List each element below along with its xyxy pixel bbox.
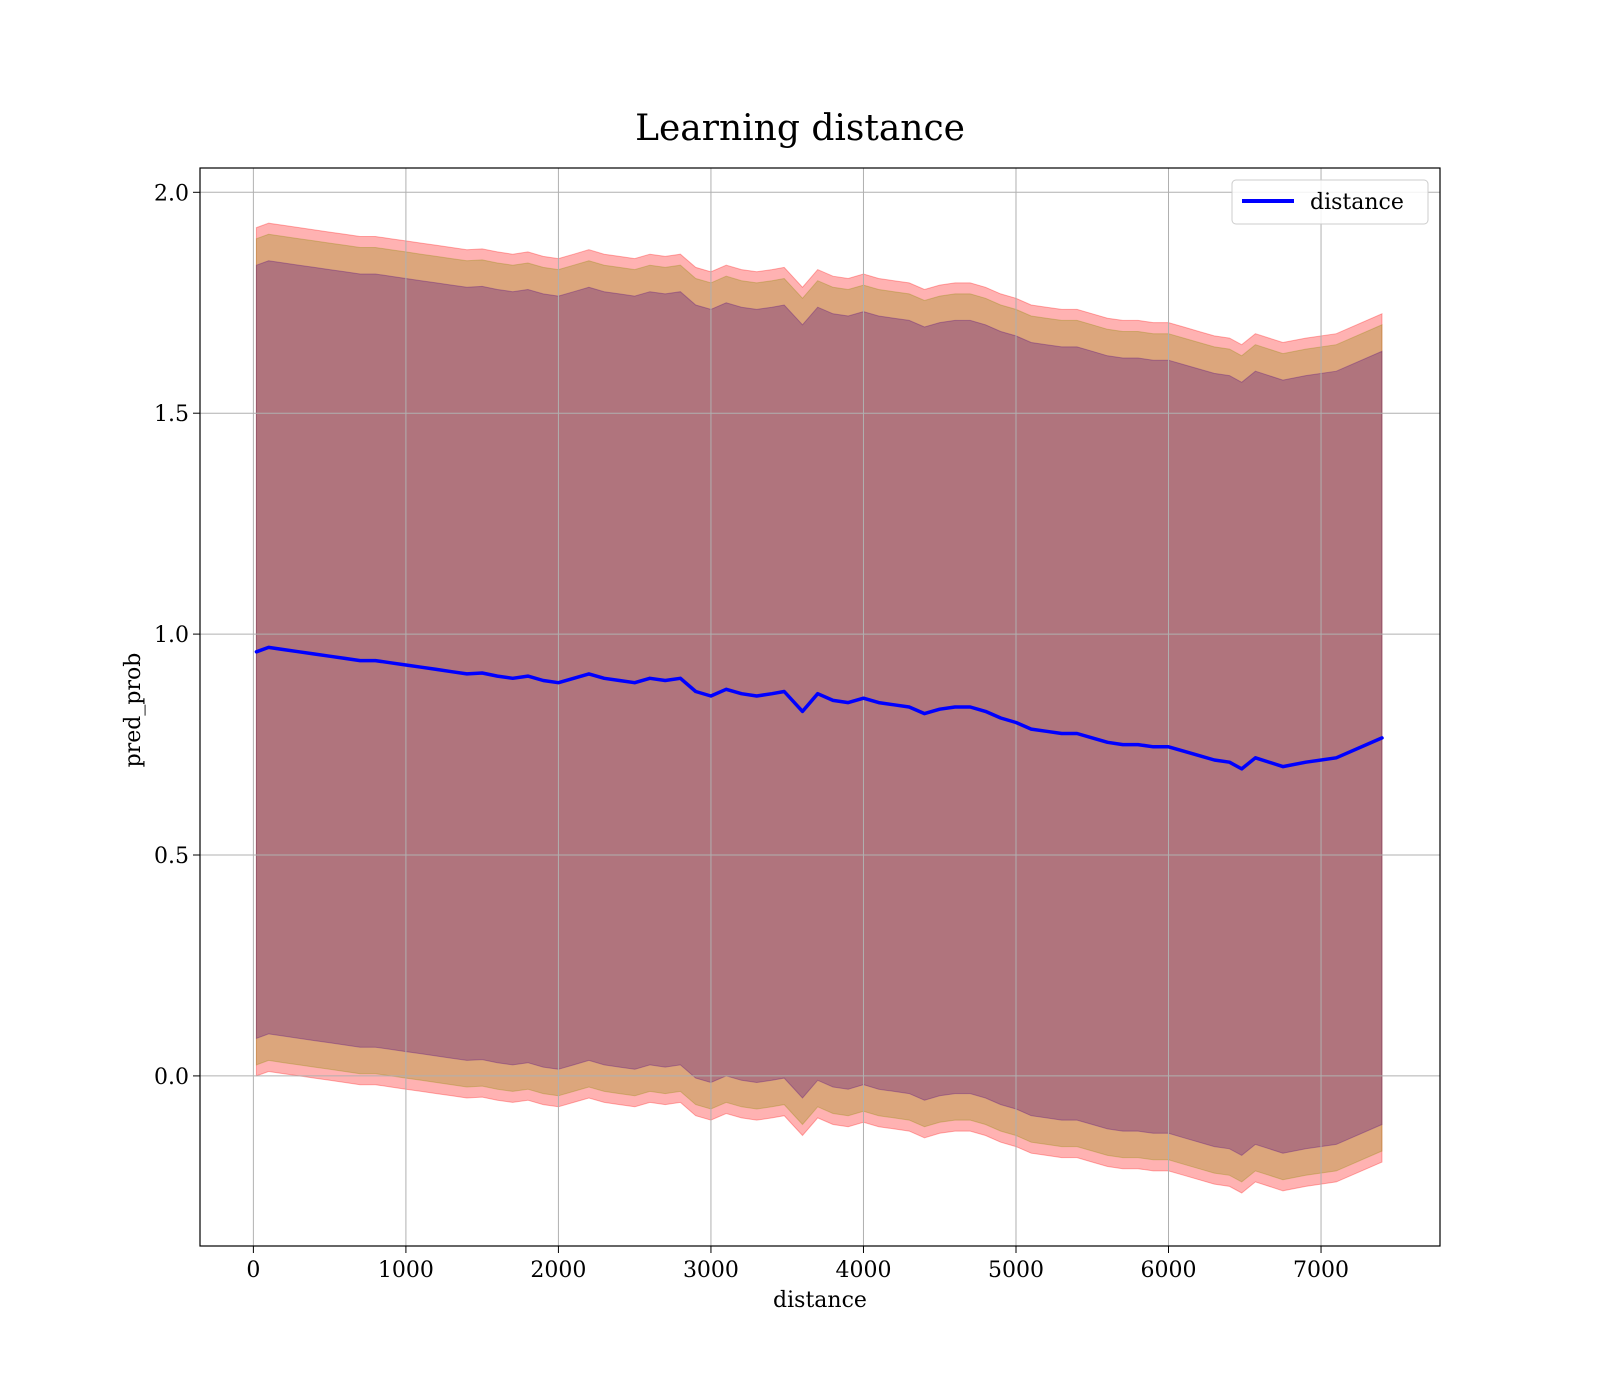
x-tick-label: 4000 — [835, 1258, 891, 1283]
confidence-band — [255, 260, 1383, 1156]
y-tick-label: 0.5 — [154, 844, 189, 869]
legend-label: distance — [1310, 190, 1404, 215]
series-line-distance — [254, 645, 1384, 771]
plot-frame — [199, 167, 1441, 1247]
x-tick-label: 2000 — [530, 1258, 586, 1283]
x-axis-label: distance — [773, 1288, 867, 1313]
x-tick-label: 7000 — [1293, 1258, 1349, 1283]
chart-title: Learning distance — [635, 108, 965, 149]
x-tick-label: 0 — [246, 1258, 260, 1283]
legend-box — [1231, 179, 1429, 225]
y-tick-label: 1.0 — [154, 623, 189, 648]
confidence-band — [255, 233, 1383, 1183]
y-tick-label: 1.5 — [154, 402, 189, 427]
x-tick-label: 3000 — [683, 1258, 739, 1283]
y-axis-ticks: 0.0 0.5 1.0 1.5 2.0 — [154, 181, 200, 1090]
x-tick-label: 5000 — [988, 1258, 1044, 1283]
x-axis-ticks: 0 1000 2000 3000 4000 5000 6000 7000 — [246, 1246, 1349, 1283]
legend: distance — [1231, 179, 1429, 225]
x-tick-label: 6000 — [1141, 1258, 1197, 1283]
y-tick-label: 0.0 — [154, 1065, 189, 1090]
series-lines — [254, 645, 1384, 771]
confidence-bands — [255, 222, 1383, 1194]
gridlines — [200, 168, 1440, 1246]
confidence-band — [255, 222, 1383, 1194]
x-tick-label: 1000 — [378, 1258, 434, 1283]
y-tick-label: 2.0 — [154, 181, 189, 206]
y-axis-label: pred_prob — [121, 653, 146, 768]
